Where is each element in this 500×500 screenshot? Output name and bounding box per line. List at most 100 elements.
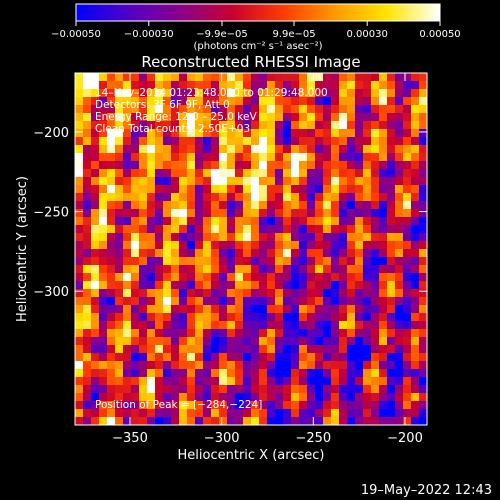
heatmap-cell: [283, 113, 292, 122]
heatmap-cell: [163, 177, 172, 186]
heatmap-cell: [99, 257, 108, 266]
heatmap-cell: [371, 401, 380, 410]
heatmap-cell: [219, 81, 228, 90]
heatmap-cell: [355, 81, 364, 90]
heatmap-cell: [387, 129, 396, 138]
heatmap-cell: [403, 153, 412, 162]
heatmap-cell: [75, 281, 84, 290]
heatmap-cell: [171, 137, 180, 146]
heatmap-cell: [267, 137, 276, 146]
heatmap-cell: [83, 265, 92, 274]
heatmap-cell: [91, 201, 100, 210]
heatmap-cell: [91, 185, 100, 194]
heatmap-cell: [75, 409, 84, 418]
heatmap-cell: [123, 97, 132, 106]
heatmap-cell: [307, 393, 316, 402]
heatmap-cell: [355, 257, 364, 266]
heatmap-cell: [307, 137, 316, 146]
heatmap-cell: [115, 161, 124, 170]
heatmap-cell: [315, 353, 324, 362]
heatmap-cell: [379, 249, 388, 258]
heatmap-cell: [323, 241, 332, 250]
heatmap-cell: [187, 113, 196, 122]
heatmap-cell: [403, 89, 412, 98]
heatmap-cell: [163, 273, 172, 282]
heatmap-cell: [387, 185, 396, 194]
heatmap-cell: [115, 169, 124, 178]
heatmap-cell: [203, 161, 212, 170]
heatmap-cell: [211, 369, 220, 378]
heatmap-cell: [139, 321, 148, 330]
heatmap-cell: [147, 417, 156, 425]
heatmap-cell: [131, 81, 140, 90]
heatmap-cell: [267, 289, 276, 298]
heatmap-cell: [219, 345, 228, 354]
heatmap-cell: [371, 145, 380, 154]
heatmap-cell: [419, 273, 427, 282]
heatmap-cell: [187, 257, 196, 266]
heatmap-cell: [283, 297, 292, 306]
heatmap-cell: [395, 417, 404, 425]
heatmap-cell: [291, 297, 300, 306]
heatmap-cell: [299, 145, 308, 154]
heatmap-cell: [395, 353, 404, 362]
heatmap-cell: [331, 193, 340, 202]
heatmap-cell: [75, 97, 84, 106]
heatmap-cell: [259, 337, 268, 346]
heatmap-cell: [131, 321, 140, 330]
heatmap-cell: [395, 177, 404, 186]
heatmap-cell: [163, 225, 172, 234]
heatmap-cell: [131, 233, 140, 242]
heatmap-cell: [131, 209, 140, 218]
heatmap-cell: [187, 313, 196, 322]
heatmap-cell: [131, 73, 140, 82]
heatmap-cell: [171, 153, 180, 162]
heatmap-cell: [83, 81, 92, 90]
heatmap-cell: [107, 305, 116, 314]
heatmap-cell: [283, 201, 292, 210]
heatmap-cell: [371, 177, 380, 186]
heatmap-cell: [187, 265, 196, 274]
heatmap-cell: [283, 417, 292, 425]
heatmap-cell: [107, 289, 116, 298]
heatmap-cell: [83, 153, 92, 162]
heatmap-cell: [355, 353, 364, 362]
heatmap-cell: [419, 225, 427, 234]
heatmap-cell: [403, 329, 412, 338]
heatmap-cell: [331, 145, 340, 154]
heatmap-cell: [75, 225, 84, 234]
heatmap-cell: [315, 281, 324, 290]
heatmap-cell: [171, 257, 180, 266]
heatmap-cell: [227, 313, 236, 322]
heatmap-cell: [75, 129, 84, 138]
heatmap-cell: [203, 81, 212, 90]
heatmap-cell: [99, 249, 108, 258]
heatmap-cell: [75, 369, 84, 378]
heatmap-cell: [379, 257, 388, 266]
heatmap-cell: [363, 177, 372, 186]
heatmap-cell: [387, 137, 396, 146]
heatmap-cell: [259, 137, 268, 146]
heatmap-cell: [379, 89, 388, 98]
heatmap-cell: [179, 201, 188, 210]
heatmap-cell: [235, 241, 244, 250]
heatmap-cell: [163, 137, 172, 146]
heatmap-cell: [315, 297, 324, 306]
heatmap-cell: [283, 265, 292, 274]
heatmap-cell: [299, 257, 308, 266]
heatmap-cell: [195, 233, 204, 242]
heatmap-cell: [195, 321, 204, 330]
heatmap-cell: [283, 289, 292, 298]
heatmap-cell: [275, 73, 284, 82]
heatmap-cell: [163, 393, 172, 402]
heatmap-cell: [251, 121, 260, 130]
heatmap-cell: [211, 289, 220, 298]
heatmap-cell: [171, 97, 180, 106]
heatmap-cell: [283, 385, 292, 394]
heatmap-cell: [395, 185, 404, 194]
heatmap-cell: [171, 361, 180, 370]
heatmap-cell: [115, 113, 124, 122]
heatmap-cell: [307, 161, 316, 170]
heatmap-cell: [267, 129, 276, 138]
heatmap-cell: [411, 273, 420, 282]
